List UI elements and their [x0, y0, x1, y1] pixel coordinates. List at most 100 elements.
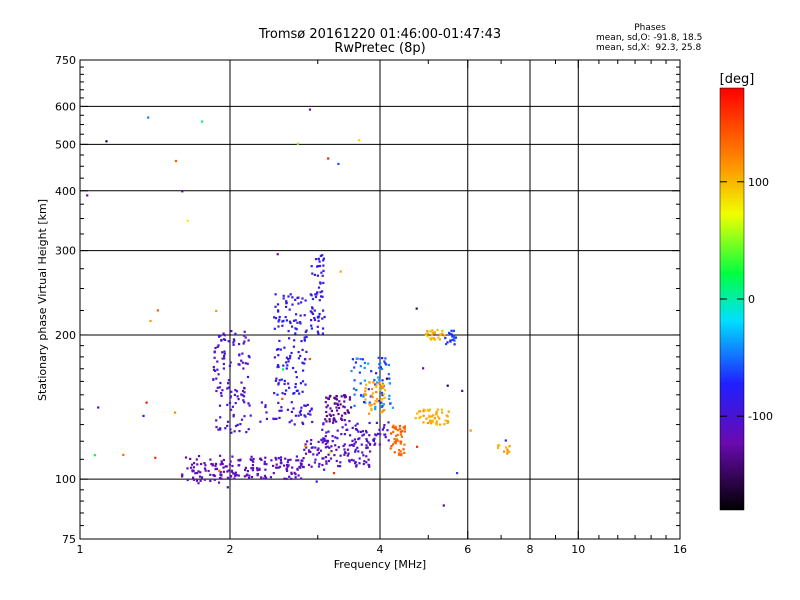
data-point [306, 440, 309, 443]
data-point [243, 330, 246, 333]
data-point [368, 403, 371, 406]
data-point [216, 368, 219, 371]
data-point [238, 343, 241, 346]
data-point [200, 476, 204, 479]
data-point [313, 318, 317, 321]
data-point [350, 458, 353, 461]
data-point [301, 465, 305, 468]
data-point [280, 406, 283, 409]
y-tick-label: 75 [62, 533, 76, 546]
data-point [286, 469, 289, 472]
data-point [303, 448, 306, 451]
data-point [290, 477, 293, 480]
data-point [443, 334, 446, 337]
data-point [276, 466, 279, 469]
data-point [427, 416, 431, 419]
data-point [469, 429, 472, 432]
data-point [358, 437, 361, 440]
data-point [396, 429, 399, 432]
data-point [204, 464, 207, 467]
data-point [342, 405, 345, 408]
chart-title: Tromsø 20161220 01:46:00-01:47:43 [258, 27, 502, 42]
data-point [339, 461, 342, 464]
data-point [328, 413, 331, 416]
data-point [299, 321, 302, 324]
data-point [331, 440, 334, 443]
data-point [399, 430, 402, 434]
data-point [497, 446, 500, 449]
data-point [277, 354, 280, 357]
data-point [403, 425, 406, 428]
data-point [365, 383, 368, 386]
data-point [336, 429, 339, 432]
data-point [233, 430, 236, 433]
data-point [195, 479, 199, 482]
data-point [229, 460, 232, 463]
data-point [212, 378, 215, 381]
data-point [308, 357, 311, 361]
data-point [433, 337, 436, 340]
data-point [186, 478, 189, 482]
data-point [340, 433, 343, 436]
data-point [374, 400, 377, 403]
data-point [366, 446, 369, 449]
data-point [342, 444, 345, 448]
data-point [498, 444, 501, 447]
data-point [348, 444, 351, 447]
data-point [429, 330, 432, 333]
data-point [372, 392, 375, 395]
data-point [373, 378, 376, 382]
data-point [338, 400, 341, 403]
data-point [240, 381, 243, 384]
data-point [301, 390, 304, 393]
data-point [310, 465, 313, 468]
data-point [326, 404, 329, 407]
data-point [353, 442, 356, 445]
data-point [288, 308, 291, 311]
data-point [186, 467, 189, 470]
phase-stats-x: mean, sd,X: 92.3, 25.8 [596, 43, 702, 53]
data-point [339, 270, 342, 273]
data-point [321, 332, 324, 335]
data-point [279, 348, 282, 351]
data-point [281, 368, 285, 371]
data-point [419, 410, 422, 413]
y-tick-label: 600 [55, 100, 76, 113]
data-point [196, 471, 199, 475]
data-point [286, 364, 289, 367]
data-point [340, 395, 343, 398]
data-point [189, 457, 192, 460]
data-point [289, 293, 292, 296]
data-point [243, 391, 246, 394]
data-point [222, 367, 225, 370]
data-point [278, 379, 281, 382]
data-point [218, 469, 221, 472]
data-point [391, 406, 394, 409]
data-point [422, 408, 425, 411]
data-point [377, 356, 380, 359]
data-point [319, 291, 322, 294]
data-point [313, 309, 316, 312]
data-point [317, 286, 321, 289]
data-point [378, 379, 381, 382]
data-point [287, 357, 290, 361]
data-point [307, 463, 311, 466]
data-point [431, 415, 434, 418]
data-point [398, 449, 401, 452]
data-point [283, 392, 287, 396]
y-tick-label: 100 [55, 473, 76, 486]
data-point [436, 408, 439, 411]
data-point [277, 383, 280, 386]
data-point [230, 390, 233, 393]
data-point [322, 269, 325, 272]
data-point [322, 257, 325, 260]
data-point [285, 300, 288, 303]
data-point [361, 434, 364, 437]
data-point [222, 362, 225, 366]
data-point [249, 458, 252, 461]
data-point [370, 394, 373, 397]
data-point [285, 477, 288, 480]
data-point [422, 414, 425, 417]
data-point [223, 334, 226, 337]
data-point [209, 479, 212, 482]
